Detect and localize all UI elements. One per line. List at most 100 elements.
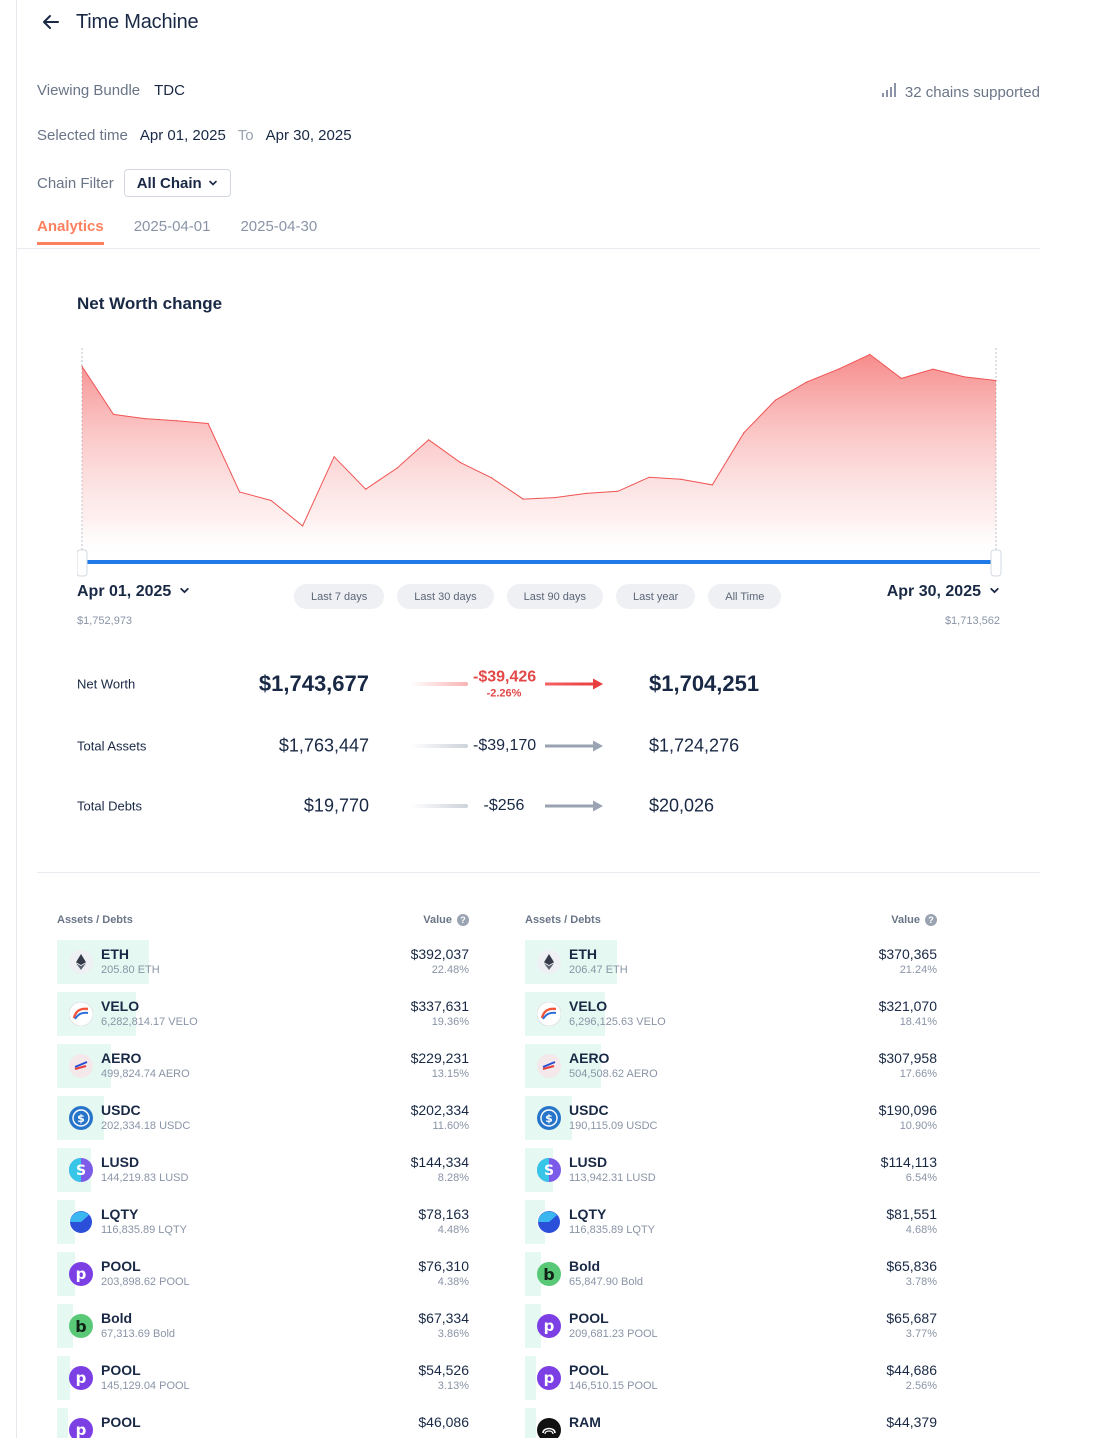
chart-point [365, 488, 367, 490]
asset-value: $337,631 [410, 998, 469, 1014]
help-icon[interactable]: ? [457, 914, 469, 926]
asset-row[interactable]: S LUSD 113,942.31 LUSD $114,113 6.54% [525, 1140, 937, 1192]
chart-point [270, 499, 272, 502]
asset-row[interactable]: LQTY 116,835.89 LQTY $81,551 4.68% [525, 1192, 937, 1244]
range-last-30-days-button[interactable]: Last 30 days [397, 584, 494, 609]
chart-point [774, 399, 777, 401]
section-divider [37, 872, 1040, 873]
pool-icon: p [537, 1366, 561, 1390]
asset-row[interactable]: ETH 205.80 ETH $392,037 22.48% [57, 932, 469, 984]
column-assets-debts: Assets / Debts [57, 914, 133, 926]
comparison-fade-bar [410, 804, 468, 808]
end-date-value: $1,713,562 [944, 615, 1000, 627]
svg-text:$: $ [77, 1112, 85, 1125]
net-worth-comparison-row: Net Worth $1,743,677 -$39,426 -2.26% $1,… [77, 664, 777, 704]
signal-bars-icon [881, 82, 897, 102]
asset-symbol: Bold [101, 1310, 133, 1326]
asset-row[interactable]: RAM $44,379 [525, 1400, 937, 1438]
asset-row[interactable]: LQTY 116,835.89 LQTY $78,163 4.48% [57, 1192, 469, 1244]
asset-share-bar [57, 1200, 75, 1244]
lusd-icon: S [69, 1158, 93, 1182]
asset-amount: 145,129.04 POOL [101, 1380, 190, 1392]
asset-symbol: LUSD [569, 1154, 608, 1170]
asset-percent: 4.68% [905, 1224, 937, 1236]
asset-row[interactable]: p POOL 209,681.23 POOL $65,687 3.77% [525, 1296, 937, 1348]
tab-start-date[interactable]: 2025-04-01 [133, 218, 211, 235]
asset-row[interactable]: b Bold 65,847.90 Bold $65,836 3.78% [525, 1244, 937, 1296]
range-slider-start-handle[interactable] [77, 549, 88, 577]
range-last-7-days-button[interactable]: Last 7 days [294, 584, 385, 609]
chart-point [617, 490, 619, 492]
asset-row[interactable]: b Bold 67,313.69 Bold $67,334 3.86% [57, 1296, 469, 1348]
asset-amount: 209,681.23 POOL [569, 1328, 658, 1340]
asset-row[interactable]: S LUSD 144,219.83 LUSD $144,334 8.28% [57, 1140, 469, 1192]
asset-percent: 21.24% [899, 964, 937, 976]
asset-row[interactable]: AERO 504,508.62 AERO $307,958 17.66% [525, 1036, 937, 1088]
asset-symbol: USDC [101, 1102, 141, 1118]
chart-point [900, 377, 903, 379]
chart-area [82, 354, 996, 560]
pool-icon: p [69, 1418, 93, 1438]
page-title: Time Machine [76, 10, 199, 33]
svg-text:p: p [76, 1265, 87, 1283]
asset-row[interactable]: p POOL 146,510.15 POOL $44,686 2.56% [525, 1348, 937, 1400]
velo-icon [69, 1002, 93, 1026]
asset-row[interactable]: p POOL 145,129.04 POOL $54,526 3.13% [57, 1348, 469, 1400]
svg-text:p: p [544, 1369, 555, 1387]
chart-point [648, 476, 650, 478]
pool-icon: p [69, 1262, 93, 1286]
range-last-90-days-button[interactable]: Last 90 days [506, 584, 604, 609]
asset-row[interactable]: ETH 206.47 ETH $370,365 21.24% [525, 932, 937, 984]
pool-icon: p [537, 1314, 561, 1338]
range-all-time-button[interactable]: All Time [708, 584, 782, 609]
chart-point [81, 365, 83, 367]
asset-value: $229,231 [410, 1050, 469, 1066]
chain-filter-dropdown[interactable]: All Chain [123, 169, 231, 197]
comparison-fade-bar [410, 682, 468, 686]
start-date-label: Apr 01, 2025 [77, 583, 172, 600]
svg-text:S: S [544, 1163, 554, 1179]
svg-text:p: p [544, 1317, 555, 1335]
asset-percent: 13.15% [431, 1068, 469, 1080]
asset-amount: 65,847.90 Bold [569, 1276, 644, 1288]
asset-amount: 202,334.18 USDC [101, 1120, 191, 1132]
asset-row[interactable]: AERO 499,824.74 AERO $229,231 13.15% [57, 1036, 469, 1088]
asset-value: $78,163 [418, 1206, 469, 1222]
asset-row[interactable]: p POOL 203,898.62 POOL $76,310 4.38% [57, 1244, 469, 1296]
asset-amount: 144,219.83 LUSD [101, 1172, 189, 1184]
back-arrow-icon[interactable] [38, 9, 64, 35]
chart-point [144, 418, 146, 420]
asset-row[interactable]: VELO 6,296,125.63 VELO $321,070 18.41% [525, 984, 937, 1036]
chart-point [239, 491, 241, 493]
chart-point [806, 381, 808, 383]
tab-analytics[interactable]: Analytics [37, 218, 104, 245]
help-icon[interactable]: ? [925, 914, 937, 926]
asset-row[interactable]: $ USDC 190,115.09 USDC $190,096 10.90% [525, 1088, 937, 1140]
asset-share-bar [57, 1356, 70, 1400]
asset-row[interactable]: p POOL $46,086 [57, 1400, 469, 1438]
asset-amount: 6,296,125.63 VELO [569, 1016, 666, 1028]
asset-percent: 22.48% [431, 964, 469, 976]
end-date-label: Apr 30, 2025 [886, 583, 981, 600]
selected-time-to: Apr 30, 2025 [265, 127, 352, 144]
end-date-picker[interactable]: Apr 30, 2025 [887, 583, 1000, 601]
comparison-to-value: $1,724,276 [649, 735, 740, 756]
range-last-year-button[interactable]: Last year [616, 584, 696, 609]
arrow-right-icon [545, 800, 603, 812]
start-date-picker[interactable]: Apr 01, 2025 [77, 583, 190, 601]
asset-row[interactable]: VELO 6,282,814.17 VELO $337,631 19.36% [57, 984, 469, 1036]
range-slider-end-handle[interactable] [990, 549, 1002, 577]
arrow-right-icon [545, 678, 603, 690]
asset-share-bar [525, 1252, 541, 1296]
usdc-icon: $ [537, 1106, 561, 1130]
net-worth-chart[interactable] [77, 340, 1003, 580]
column-value-label: Value [891, 914, 920, 926]
chart-point [302, 525, 304, 527]
bundle-row: Viewing Bundle TDC [37, 82, 185, 99]
tab-end-date[interactable]: 2025-04-30 [240, 218, 318, 235]
asset-symbol: POOL [101, 1414, 141, 1430]
range-slider-track[interactable] [86, 560, 992, 564]
asset-row[interactable]: $ USDC 202,334.18 USDC $202,334 11.60% [57, 1088, 469, 1140]
asset-symbol: AERO [569, 1050, 610, 1066]
eth-icon [537, 950, 561, 974]
